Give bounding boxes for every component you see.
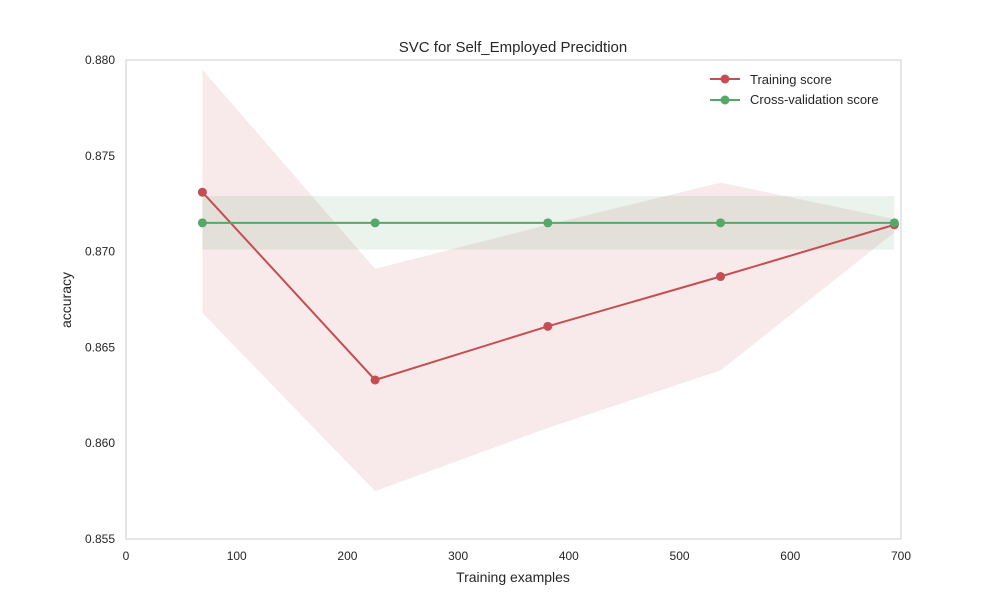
x-tick-label: 100 (227, 549, 247, 563)
training-score-band (202, 69, 895, 492)
plot-area (125, 59, 902, 540)
cross-validation-score-point (197, 218, 207, 228)
x-tick-label: 600 (780, 549, 800, 563)
x-axis-ticks: 0 100 200 300 400 500 600 700 (123, 549, 912, 563)
x-tick-label: 700 (891, 549, 911, 563)
y-tick-label: 0.855 (85, 532, 115, 546)
y-tick-label: 0.865 (85, 340, 115, 354)
cross-validation-score-point (370, 218, 380, 228)
training-score-point (370, 375, 380, 385)
legend: Training score Cross-validation score (710, 72, 879, 107)
x-axis-label: Training examples (456, 569, 570, 585)
legend-label-cross-validation: Cross-validation score (750, 92, 879, 107)
x-tick-label: 200 (337, 549, 357, 563)
y-tick-label: 0.880 (85, 53, 115, 67)
x-tick-label: 500 (670, 549, 690, 563)
cross-validation-score-point (889, 218, 899, 228)
legend-marker-training (720, 74, 730, 84)
chart-title: SVC for Self_Employed Precidtion (399, 39, 627, 56)
x-tick-label: 0 (123, 549, 130, 563)
cross-validation-score-point (716, 218, 726, 228)
y-tick-label: 0.875 (85, 149, 115, 163)
y-axis-label: accuracy (58, 272, 74, 328)
training-score-point (716, 272, 726, 282)
legend-marker-cross-validation (720, 95, 730, 105)
y-tick-label: 0.860 (85, 436, 115, 450)
x-tick-label: 400 (559, 549, 579, 563)
cross-validation-score-point (543, 218, 553, 228)
y-tick-label: 0.870 (85, 245, 115, 259)
y-axis-ticks: 0.855 0.860 0.865 0.870 0.875 0.880 (85, 53, 115, 546)
series-points (197, 187, 899, 385)
training-score-point (197, 187, 207, 197)
training-score-point (543, 321, 553, 331)
legend-label-training: Training score (750, 72, 832, 87)
x-tick-label: 300 (448, 549, 468, 563)
